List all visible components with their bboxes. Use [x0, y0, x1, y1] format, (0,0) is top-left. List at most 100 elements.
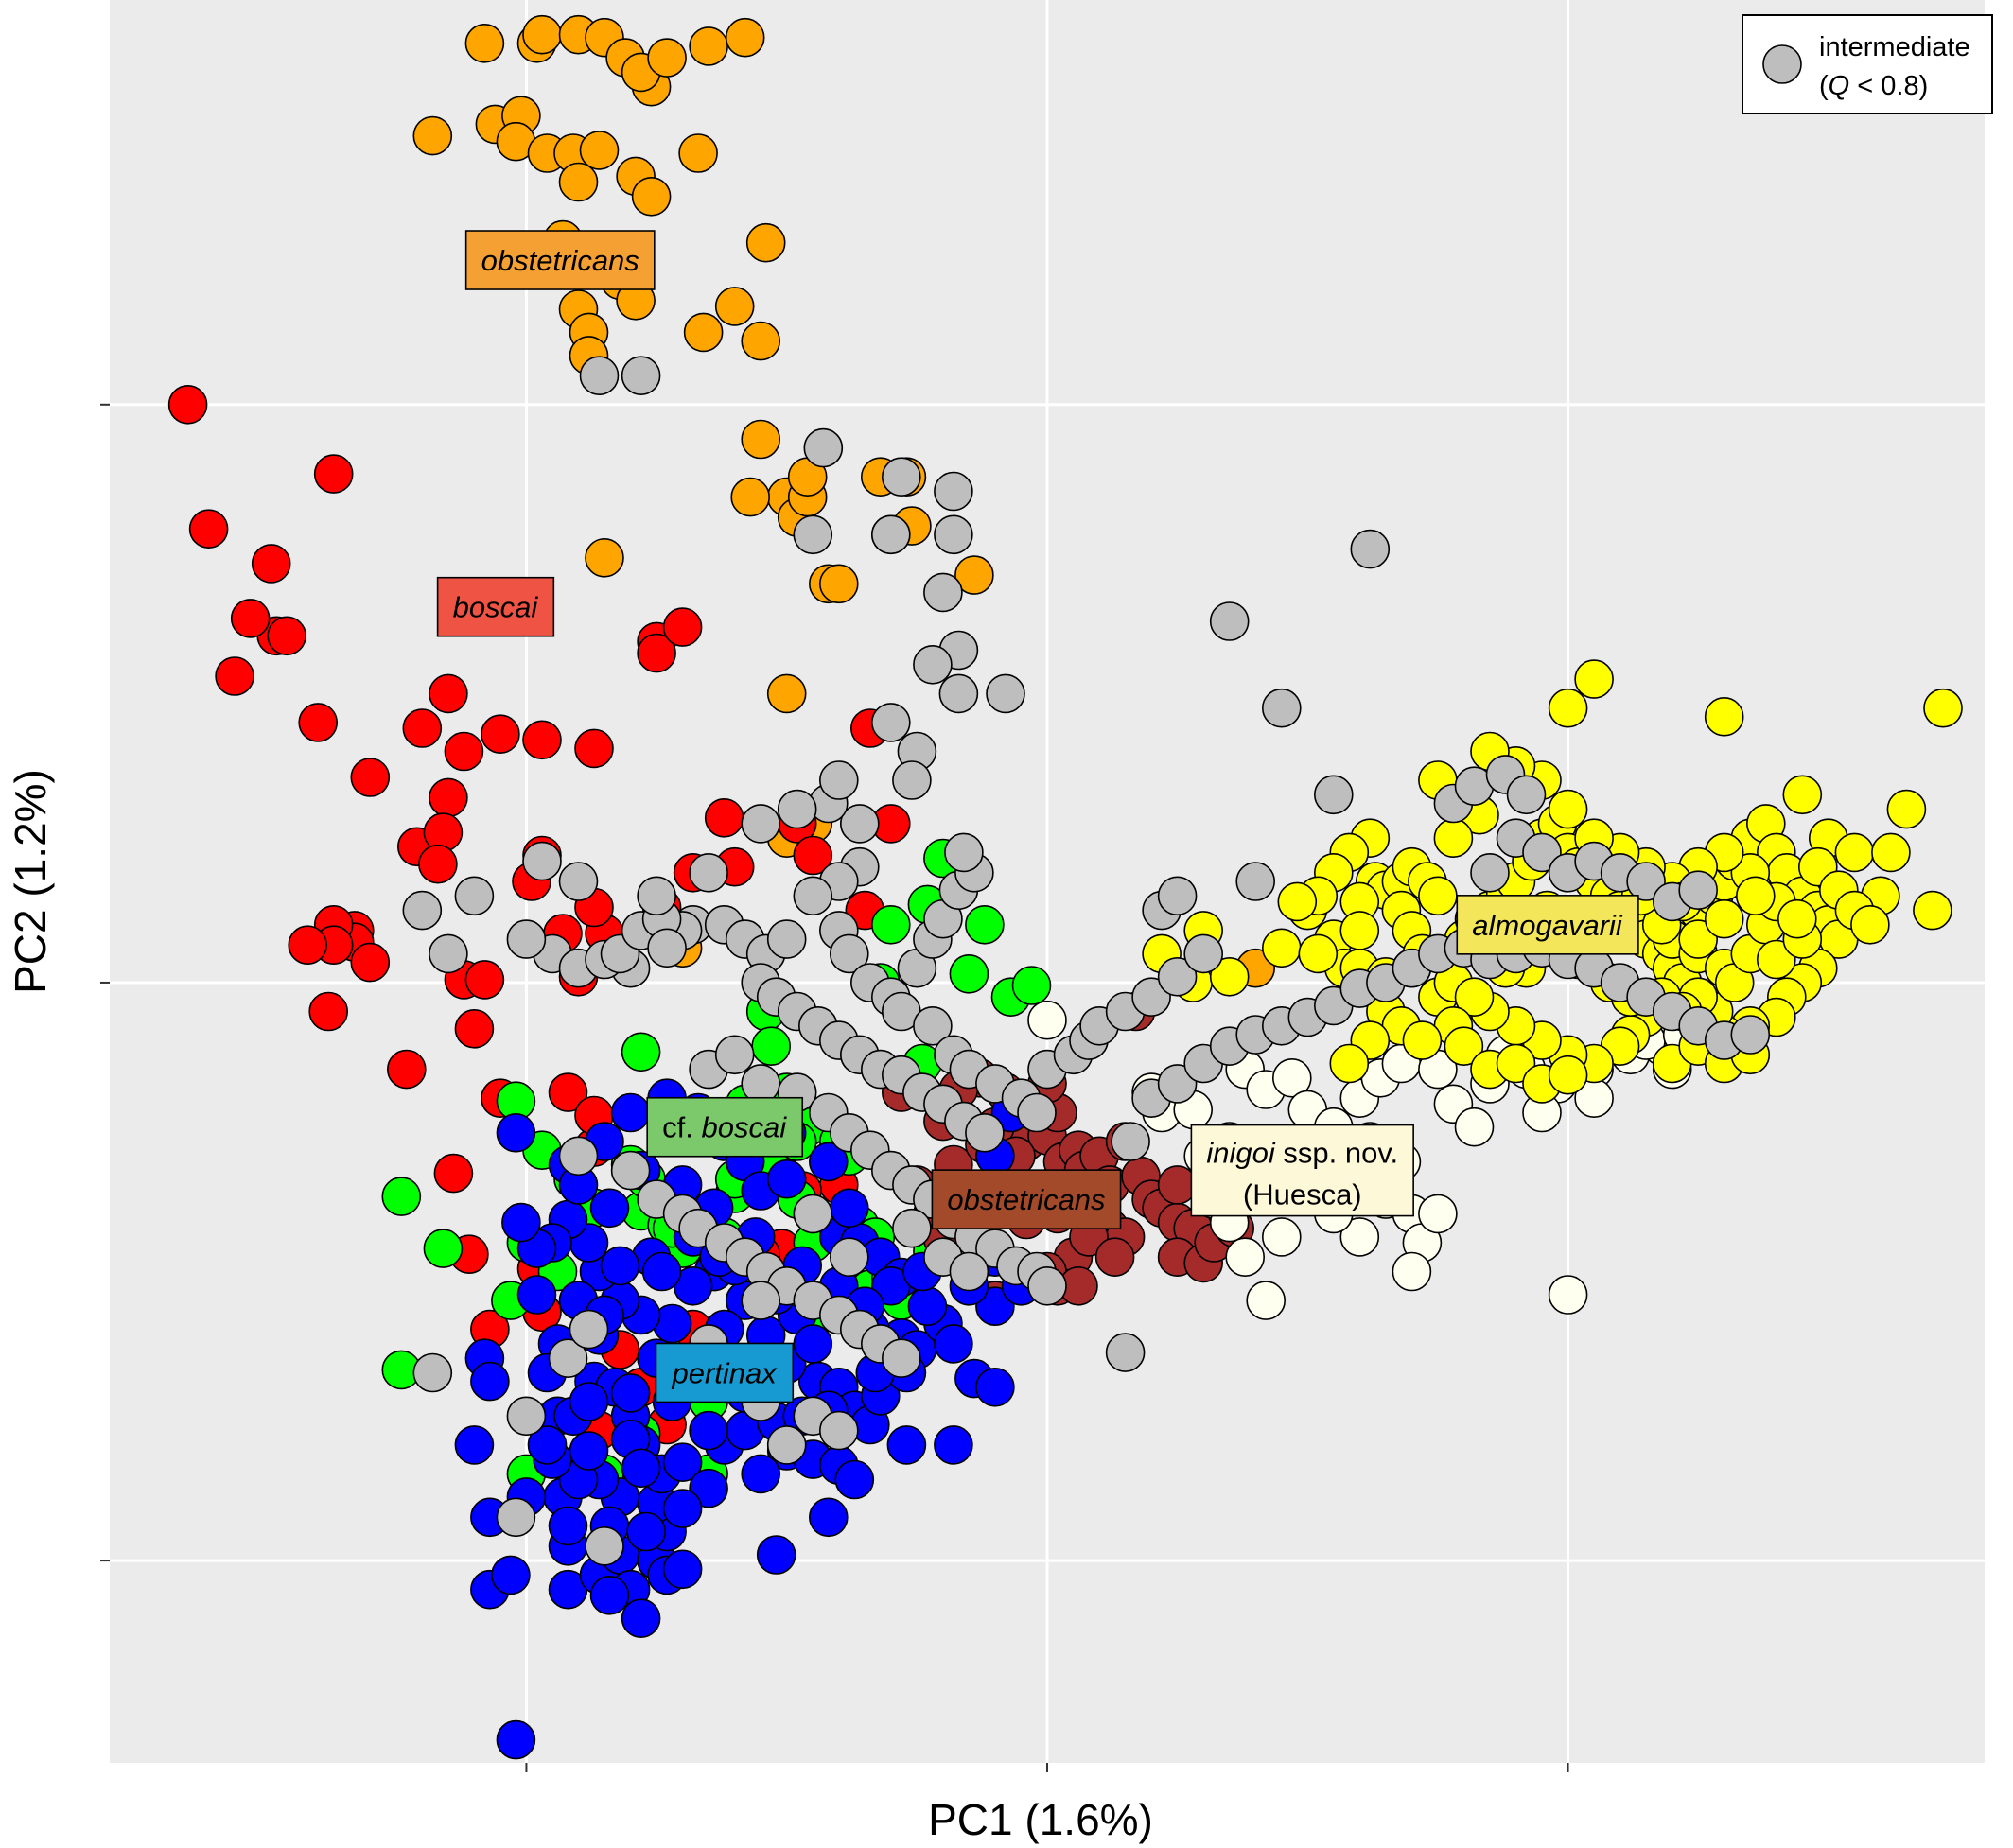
data-point	[662, 1549, 703, 1590]
data-point	[350, 942, 391, 983]
data-point	[548, 1506, 588, 1546]
data-point	[938, 673, 979, 714]
data-point	[1506, 775, 1547, 815]
data-point	[745, 222, 786, 263]
data-point	[949, 954, 989, 994]
data-point	[704, 797, 744, 838]
data-point	[454, 1425, 495, 1465]
axis-ticks	[100, 403, 1569, 1772]
data-point	[1246, 1281, 1286, 1320]
data-point	[1548, 1055, 1588, 1095]
data-point	[1235, 862, 1275, 901]
data-point	[637, 876, 676, 916]
data-point	[569, 1382, 609, 1421]
data-point	[386, 1049, 427, 1090]
data-point	[1704, 696, 1744, 737]
data-point	[569, 1431, 609, 1471]
data-point	[1017, 1092, 1057, 1133]
data-point	[793, 1324, 833, 1364]
data-point	[934, 1425, 973, 1465]
data-point	[647, 38, 687, 78]
data-point	[1339, 911, 1380, 950]
data-point	[188, 509, 229, 549]
data-point	[1850, 904, 1890, 945]
data-point	[288, 925, 328, 966]
data-point	[558, 162, 599, 202]
data-point	[496, 1497, 536, 1538]
data-point	[1834, 832, 1875, 873]
data-point	[647, 928, 687, 968]
data-point	[965, 1113, 1005, 1153]
data-point	[662, 1489, 703, 1528]
data-point	[839, 804, 880, 844]
data-point	[230, 599, 271, 638]
data-point	[1886, 789, 1927, 829]
data-point	[949, 1251, 989, 1292]
group-label-box	[436, 576, 555, 637]
data-point	[585, 537, 624, 578]
data-point	[167, 384, 208, 425]
data-point	[913, 644, 953, 685]
data-point	[714, 1035, 755, 1075]
group-label-box	[931, 1169, 1122, 1229]
data-point	[689, 26, 728, 66]
data-point	[579, 356, 620, 396]
data-point	[1105, 1333, 1146, 1372]
data-point	[1392, 1251, 1432, 1292]
data-point	[829, 1237, 869, 1277]
data-point	[1277, 881, 1318, 922]
data-point	[766, 919, 807, 959]
data-point	[1496, 1043, 1536, 1084]
data-point	[934, 471, 973, 512]
data-point	[913, 1006, 953, 1046]
data-point	[548, 1338, 588, 1378]
group-label-text: pertinax	[672, 1356, 779, 1389]
data-point	[965, 904, 1005, 945]
data-point	[793, 514, 833, 555]
data-point	[506, 1396, 547, 1437]
data-point	[756, 1535, 796, 1575]
data-point	[626, 1511, 666, 1552]
data-point	[1678, 919, 1718, 959]
data-point	[751, 1026, 792, 1066]
data-point	[464, 960, 505, 1000]
data-point	[662, 607, 703, 647]
group-label-text-line1: inigoi ssp. nov.	[1206, 1137, 1398, 1170]
data-point	[381, 1177, 422, 1216]
data-point	[1298, 933, 1339, 974]
data-point	[1262, 928, 1302, 968]
data-point	[975, 1368, 1015, 1407]
data-point	[506, 919, 547, 959]
data-point	[1923, 688, 1963, 728]
data-point	[808, 1497, 849, 1538]
data-point	[1329, 1043, 1370, 1084]
data-point	[412, 115, 453, 156]
data-point	[1262, 1217, 1302, 1257]
series-intermediate	[402, 356, 1771, 1566]
data-point	[714, 287, 755, 326]
data-point	[766, 673, 807, 714]
data-point	[741, 321, 781, 361]
data-point	[1433, 818, 1474, 859]
data-point	[1548, 1275, 1588, 1315]
data-point	[610, 1373, 651, 1413]
data-point	[621, 1448, 661, 1489]
data-point	[829, 1188, 869, 1229]
data-point	[1314, 775, 1354, 815]
data-point	[1111, 1122, 1150, 1161]
x-axis-title: PC1 (1.6%)	[928, 1795, 1153, 1844]
data-point	[766, 1425, 807, 1465]
data-point	[589, 1188, 630, 1229]
data-point	[313, 454, 354, 494]
data-point	[600, 1246, 640, 1286]
data-point	[454, 876, 495, 916]
data-point	[1871, 832, 1911, 873]
data-point	[1757, 939, 1796, 980]
data-point	[464, 23, 505, 63]
data-point	[741, 419, 781, 460]
data-point	[1418, 876, 1458, 916]
data-point	[298, 703, 339, 742]
y-axis-title: PC2 (1.2%)	[6, 769, 55, 994]
data-point	[1704, 898, 1744, 939]
